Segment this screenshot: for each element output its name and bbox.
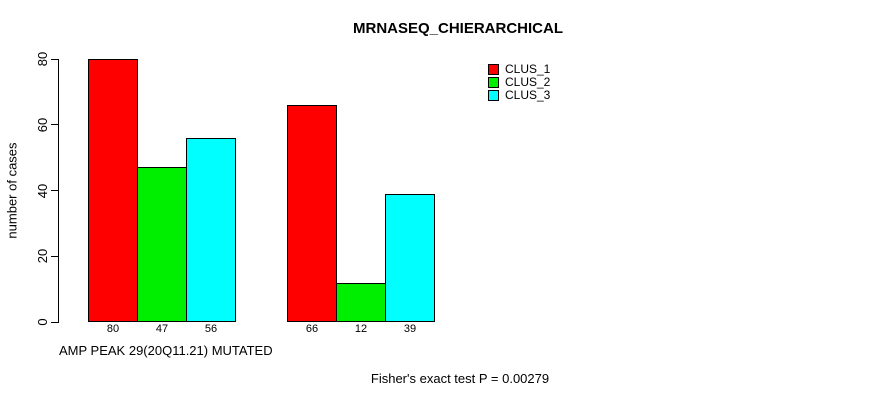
y-tick-label: 0 xyxy=(35,318,50,326)
bar-value-label: 47 xyxy=(155,323,169,335)
bar-value-label: 39 xyxy=(403,323,417,335)
legend-swatch xyxy=(488,77,499,88)
x-axis-label: AMP PEAK 29(20Q11.21) MUTATED xyxy=(59,343,273,358)
y-tick-mark xyxy=(51,124,58,126)
chart-title: MRNASEQ_CHIERARCHICAL xyxy=(352,20,564,37)
bar-clus_2-group-2 xyxy=(336,282,386,322)
y-tick-label: 60 xyxy=(35,117,50,132)
bar-clus_3-group-2 xyxy=(385,193,435,322)
bar-value-label: 56 xyxy=(204,323,218,335)
y-tick-mark xyxy=(51,321,58,323)
legend-label: CLUS_2 xyxy=(505,75,551,89)
y-axis-line xyxy=(58,59,59,323)
legend-label: CLUS_3 xyxy=(505,88,551,102)
bar-clus_2-group-1 xyxy=(137,167,187,322)
bar-clus_1-group-2 xyxy=(287,105,337,322)
y-tick-mark xyxy=(51,58,58,60)
footnote-text: Fisher's exact test P = 0.00279 xyxy=(370,371,550,386)
y-tick-label: 40 xyxy=(35,183,50,198)
y-axis-label: number of cases xyxy=(4,142,20,239)
bar-clus_1-group-1 xyxy=(88,59,138,322)
legend-item-clus_2: CLUS_2 xyxy=(488,75,551,89)
y-tick-mark xyxy=(51,190,58,191)
bar-value-label: 12 xyxy=(354,323,368,335)
legend-label: CLUS_1 xyxy=(505,62,551,76)
y-tick-mark xyxy=(51,255,58,257)
bar-value-label: 80 xyxy=(106,323,120,335)
y-tick-label: 80 xyxy=(35,51,50,67)
legend-item-clus_3: CLUS_3 xyxy=(488,88,551,102)
legend-swatch xyxy=(488,90,499,101)
bar-clus_3-group-1 xyxy=(186,137,236,322)
legend: CLUS_1 CLUS_2 CLUS_3 xyxy=(488,62,551,102)
legend-swatch xyxy=(488,64,499,75)
y-tick-label: 20 xyxy=(35,249,50,264)
legend-item-clus_1: CLUS_1 xyxy=(488,62,551,76)
bar-value-label: 66 xyxy=(305,323,319,335)
